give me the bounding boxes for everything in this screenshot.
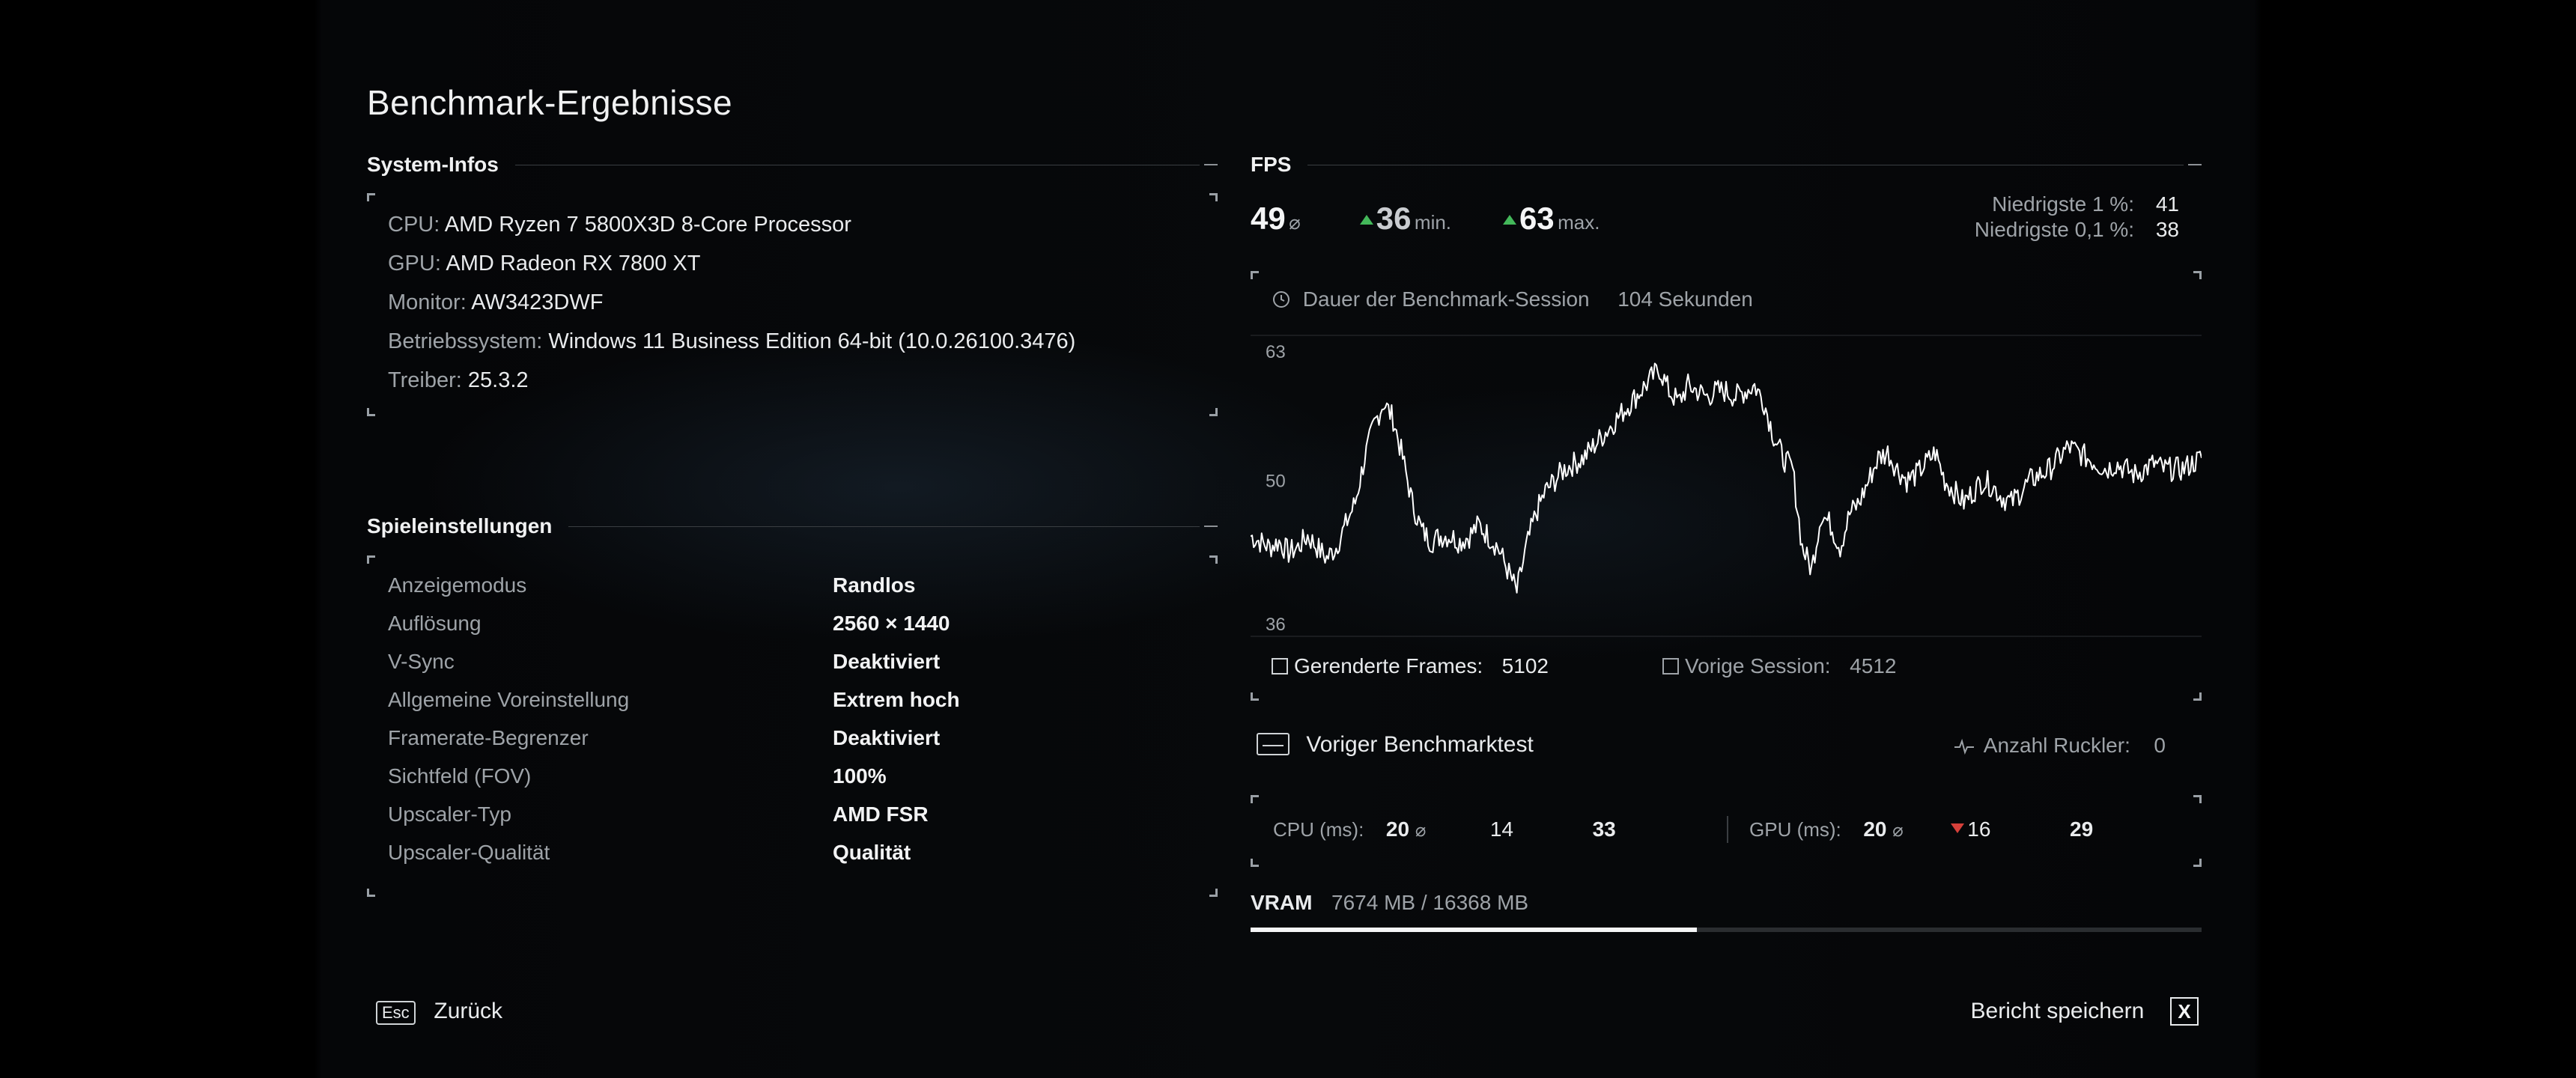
previous-session-label: Vorige Session: [1685, 654, 1831, 677]
stutter-label: Anzahl Ruckler: [1983, 734, 2130, 757]
save-report-button[interactable]: Bericht speichern X [1962, 997, 2199, 1026]
section-collapse-dash [1204, 526, 1218, 527]
settings-panel: Anzeigemodus Randlos Auflösung 2560 × 1440… [367, 555, 1218, 897]
up-arrow-icon [1502, 215, 1516, 225]
gpu-label: GPU (ms): [1749, 818, 1841, 841]
fps-min: 36 [1376, 201, 1412, 236]
stutter-count: Anzahl Ruckler: 0 [1947, 734, 2166, 758]
vram-value: 7674 MB / 16368 MB [1331, 891, 1529, 914]
fps-header: FPS [1251, 150, 2202, 180]
fps-chart-panel: Dauer der Benchmark-Session 104 Sekunden… [1251, 271, 2202, 701]
previous-benchmark-label: Voriger Benchmarktest [1306, 732, 1534, 757]
gpu-avg: 20 [1863, 817, 1887, 841]
system-row-cpu: CPU: AMD Ryzen 7 5800X3D 8-Core Processo… [388, 213, 851, 237]
system-info-header: System-Infos [367, 150, 1218, 180]
checkbox-icon [1662, 658, 1679, 674]
duration-label: Dauer der Benchmark-Session [1302, 287, 1590, 311]
settings-heading: Spieleinstellungen [367, 514, 553, 538]
divider [1727, 816, 1728, 843]
rendered-value: 5102 [1501, 654, 1549, 677]
y-tick-label: 50 [1266, 472, 1286, 492]
low1-value: 41 [2155, 192, 2179, 216]
system-row-os: Betriebssystem: Windows 11 Business Edit… [388, 329, 1076, 353]
vram-label: VRAM [1251, 891, 1313, 914]
back-label: Zurück [434, 999, 503, 1023]
settings-header: Spieleinstellungen [367, 511, 1218, 541]
low01-value: 38 [2155, 218, 2179, 241]
system-info-heading: System-Infos [367, 153, 499, 176]
fps-min-unit: min. [1414, 211, 1452, 234]
rendered-label: Gerenderte Frames: [1294, 654, 1483, 677]
y-tick-label: 36 [1266, 615, 1286, 635]
gpu-avg-unit: ⌀ [1892, 820, 1904, 841]
system-row-monitor: Monitor: AW3423DWF [388, 290, 604, 314]
system-row-gpu: GPU: AMD Radeon RX 7800 XT [388, 252, 701, 275]
system-info-panel: CPU: AMD Ryzen 7 5800X3D 8-Core Processo… [367, 193, 1218, 416]
previous-session-value: 4512 [1850, 654, 1897, 677]
cpu-max: 33 [1592, 817, 1616, 841]
fps-summary: 49 ⌀ 36 min. 63 max. [1251, 201, 1600, 237]
vram-bar-fill [1251, 928, 1697, 932]
up-arrow-icon [1359, 215, 1373, 225]
stutter-value: 0 [2154, 734, 2166, 757]
x-key-icon: X [2170, 997, 2199, 1026]
esc-key-icon: Esc [376, 1001, 416, 1025]
fps-max: 63 [1519, 201, 1555, 236]
cpu-avg-unit: ⌀ [1415, 820, 1427, 841]
section-collapse-dash [1204, 164, 1218, 165]
previous-benchmark-toggle[interactable]: Voriger Benchmarktest [1257, 732, 1534, 758]
fps-line-chart: 63 50 36 [1251, 335, 2202, 637]
gpu-frametime: GPU (ms): 20 ⌀ 16 29 [1749, 817, 2093, 841]
fps-series-line [1251, 362, 2202, 594]
cpu-min: 14 [1489, 817, 1513, 841]
gpu-max: 29 [2070, 817, 2094, 841]
stutter-icon [1954, 738, 1974, 755]
fps-max-unit: max. [1558, 211, 1600, 234]
save-report-label: Bericht speichern [1970, 999, 2145, 1023]
back-button[interactable]: Esc Zurück [376, 999, 502, 1025]
fps-lows: Niedrigste 1 %: 41 Niedrigste 0,1 %: 38 [1932, 192, 2179, 243]
compare-icon [1257, 733, 1289, 755]
duration-value: 104 Sekunden [1617, 287, 1753, 311]
cpu-frametime: CPU (ms): 20 ⌀ 14 33 [1273, 817, 1616, 841]
gpu-min: 16 [1967, 817, 1991, 841]
previous-session: Vorige Session: 4512 [1662, 654, 1896, 678]
vram-bar [1251, 928, 2202, 932]
y-tick-label: 63 [1266, 342, 1286, 362]
rendered-frames: Gerenderte Frames: 5102 [1272, 654, 1549, 678]
page-title: Benchmark-Ergebnisse [367, 83, 733, 122]
low1-label: Niedrigste 1 %: [1992, 192, 2134, 216]
fps-average-unit: ⌀ [1289, 211, 1301, 234]
section-collapse-dash [2188, 164, 2202, 165]
clock-icon [1273, 291, 1289, 308]
down-arrow-icon [1951, 823, 1965, 833]
divider [568, 526, 1200, 527]
low01-label: Niedrigste 0,1 %: [1974, 218, 2134, 241]
vram-info: VRAM 7674 MB / 16368 MB [1251, 891, 1528, 915]
fps-heading: FPS [1251, 153, 1292, 176]
cpu-label: CPU (ms): [1273, 818, 1364, 841]
frametime-panel: CPU (ms): 20 ⌀ 14 33 GPU (ms): 20 ⌀ 16 2… [1251, 795, 2202, 867]
checkbox-icon [1272, 658, 1288, 674]
system-row-driver: Treiber: 25.3.2 [388, 368, 529, 392]
session-duration: Dauer der Benchmark-Session 104 Sekunden [1272, 287, 1753, 311]
fps-average: 49 [1251, 201, 1286, 236]
cpu-avg: 20 [1385, 817, 1410, 841]
